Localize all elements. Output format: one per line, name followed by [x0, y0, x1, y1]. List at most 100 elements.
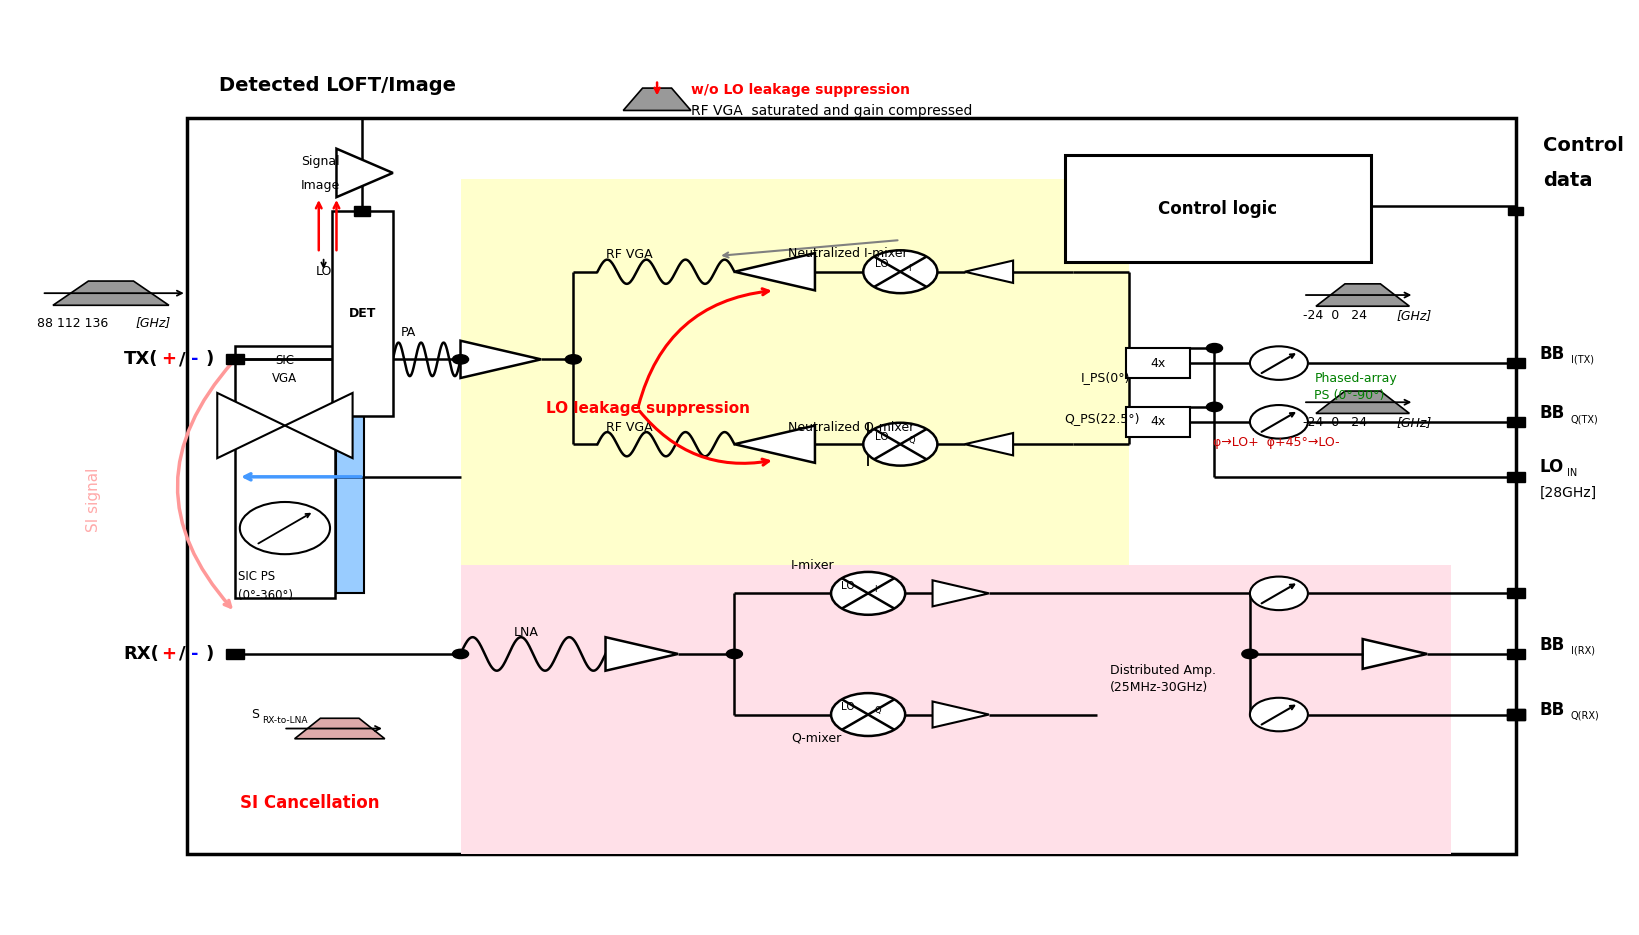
Circle shape: [862, 251, 938, 294]
Text: [GHz]: [GHz]: [1396, 309, 1431, 322]
Text: (0°-360°): (0°-360°): [238, 589, 293, 602]
Polygon shape: [734, 253, 815, 291]
Text: I(RX): I(RX): [1570, 645, 1593, 655]
Bar: [1126, 348, 1190, 378]
Bar: [187, 118, 1514, 855]
Polygon shape: [964, 261, 1013, 283]
Circle shape: [1206, 343, 1221, 352]
Text: data: data: [1542, 171, 1591, 190]
Circle shape: [831, 693, 905, 736]
Text: LO: LO: [841, 702, 854, 712]
Bar: [234, 346, 334, 598]
Text: [GHz]: [GHz]: [134, 317, 170, 329]
Polygon shape: [461, 340, 541, 378]
Text: LO: LO: [874, 259, 888, 269]
Bar: [461, 179, 1128, 566]
Text: -: -: [190, 645, 198, 663]
Polygon shape: [1362, 639, 1426, 669]
Text: SIC: SIC: [275, 353, 295, 367]
Text: Image: Image: [302, 180, 339, 193]
Polygon shape: [933, 581, 988, 607]
Bar: [1064, 155, 1370, 263]
Circle shape: [1249, 346, 1308, 380]
Text: Q-mixer: Q-mixer: [790, 731, 841, 744]
Text: BB: BB: [1539, 405, 1564, 423]
Text: LO: LO: [874, 432, 888, 441]
Text: 4x: 4x: [1151, 415, 1165, 428]
Text: SI signal: SI signal: [85, 468, 100, 532]
Text: LO leakage suppression: LO leakage suppression: [546, 401, 749, 416]
Text: RX(: RX(: [125, 645, 159, 663]
Text: RX-to-LNA: RX-to-LNA: [262, 715, 308, 725]
Polygon shape: [734, 425, 815, 463]
Circle shape: [726, 649, 742, 658]
Text: w/o LO leakage suppression: w/o LO leakage suppression: [690, 83, 910, 97]
Text: Phased-array: Phased-array: [1313, 372, 1396, 385]
Text: SI Cancellation: SI Cancellation: [239, 794, 379, 813]
Text: VGA: VGA: [272, 372, 297, 385]
Bar: [1506, 588, 1524, 598]
Text: BB: BB: [1539, 345, 1564, 363]
Text: Detected LOFT/Image: Detected LOFT/Image: [218, 76, 456, 94]
Polygon shape: [623, 88, 690, 110]
Text: 4x: 4x: [1151, 356, 1165, 369]
Text: -: -: [190, 351, 198, 368]
Text: LNA: LNA: [513, 626, 538, 639]
Bar: [1506, 471, 1524, 482]
Text: IN: IN: [1567, 468, 1577, 478]
Text: RF VGA: RF VGA: [605, 421, 652, 434]
Text: RF VGA  saturated and gain compressed: RF VGA saturated and gain compressed: [690, 105, 972, 119]
Text: 88 112 136: 88 112 136: [36, 317, 108, 329]
Text: /: /: [179, 351, 185, 368]
Polygon shape: [605, 637, 677, 670]
Bar: [1126, 407, 1190, 437]
Text: LO: LO: [1539, 458, 1564, 477]
Text: LO: LO: [315, 266, 331, 279]
Bar: [1506, 417, 1524, 427]
Circle shape: [1241, 649, 1257, 658]
Circle shape: [452, 649, 469, 658]
Bar: [336, 346, 364, 594]
Circle shape: [862, 423, 938, 466]
Text: -24  0   24: -24 0 24: [1303, 416, 1367, 429]
Bar: [1506, 710, 1524, 720]
Circle shape: [1206, 402, 1221, 411]
Text: φ→LO+  φ+45°→LO-: φ→LO+ φ+45°→LO-: [1213, 436, 1339, 449]
Circle shape: [831, 572, 905, 615]
Text: RF VGA: RF VGA: [605, 249, 652, 262]
Polygon shape: [336, 149, 393, 197]
Text: Neutralized Q-mixer: Neutralized Q-mixer: [787, 421, 913, 434]
Bar: [226, 354, 244, 365]
Bar: [1506, 358, 1524, 368]
Text: /: /: [179, 645, 185, 663]
Text: Control logic: Control logic: [1157, 200, 1277, 218]
Text: Distributed Amp.: Distributed Amp.: [1110, 664, 1214, 677]
Text: I-mixer: I-mixer: [790, 559, 834, 572]
Text: Q: Q: [874, 706, 880, 715]
Polygon shape: [285, 393, 352, 458]
Polygon shape: [52, 281, 169, 306]
Polygon shape: [933, 701, 988, 727]
Text: Control: Control: [1542, 137, 1623, 155]
Text: ): ): [207, 645, 215, 663]
Text: SIC PS: SIC PS: [238, 570, 275, 583]
Polygon shape: [1314, 284, 1408, 307]
Bar: [461, 179, 1128, 566]
Text: ): ): [207, 351, 215, 368]
Bar: [354, 207, 370, 216]
Text: PS (0°-90°): PS (0°-90°): [1313, 389, 1383, 402]
Text: I: I: [908, 264, 910, 272]
Text: [28GHz]: [28GHz]: [1539, 485, 1596, 499]
Circle shape: [565, 354, 580, 364]
Polygon shape: [964, 433, 1013, 455]
Polygon shape: [1314, 391, 1408, 413]
Circle shape: [239, 502, 329, 554]
Text: Q(RX): Q(RX): [1570, 711, 1598, 721]
Text: Q: Q: [908, 436, 915, 445]
Circle shape: [452, 354, 469, 364]
Text: LO: LO: [841, 581, 854, 591]
Bar: [226, 649, 244, 659]
Text: S: S: [251, 708, 259, 721]
Circle shape: [1249, 698, 1308, 731]
Text: (25MHz-30GHz): (25MHz-30GHz): [1110, 681, 1208, 694]
